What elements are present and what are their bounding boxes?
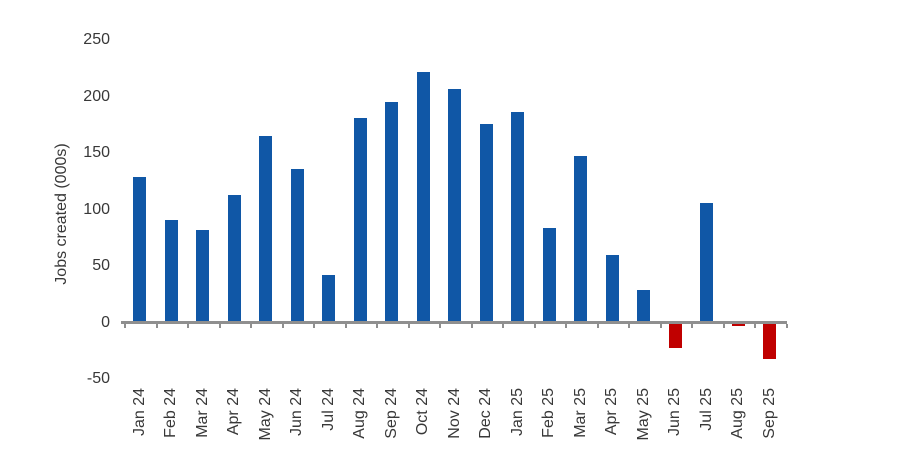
x-axis-tick bbox=[470, 323, 473, 328]
bar-jan-24 bbox=[133, 176, 147, 323]
x-tick-label: Feb 24 bbox=[162, 388, 180, 438]
bar-jan-25 bbox=[511, 112, 525, 323]
x-axis-tick bbox=[691, 323, 693, 328]
x-axis-tick bbox=[596, 323, 599, 328]
x-axis-tick bbox=[187, 323, 189, 328]
x-tick-label: Oct 24 bbox=[414, 388, 432, 436]
bar-may-25 bbox=[637, 289, 651, 323]
bar-jul-24 bbox=[322, 275, 336, 323]
bar-feb-24 bbox=[164, 219, 178, 323]
y-tick-label: 100 bbox=[83, 200, 110, 218]
bar-mar-24 bbox=[196, 229, 210, 323]
x-axis-line bbox=[121, 321, 787, 324]
x-axis-tick bbox=[124, 323, 126, 328]
x-axis-tick bbox=[502, 323, 504, 328]
y-tick-label: 250 bbox=[83, 31, 110, 48]
x-tick-label: May 25 bbox=[634, 388, 652, 441]
x-axis-tick bbox=[313, 323, 315, 328]
x-axis-tick bbox=[785, 323, 788, 328]
x-axis-tick bbox=[376, 323, 378, 328]
x-tick-label: Jan 25 bbox=[508, 388, 526, 437]
x-tick-label: Jan 24 bbox=[130, 388, 148, 437]
x-tick-label: Sep 24 bbox=[382, 388, 400, 439]
bar-sep-24 bbox=[385, 102, 399, 323]
x-tick-label: Apr 24 bbox=[225, 388, 243, 436]
bar-jul-25 bbox=[700, 202, 714, 323]
x-axis-tick bbox=[281, 323, 284, 328]
bar-aug-25 bbox=[731, 322, 745, 326]
x-tick-label: Dec 24 bbox=[477, 388, 495, 439]
x-axis-tick bbox=[439, 323, 441, 328]
x-axis-tick bbox=[407, 323, 410, 328]
x-tick-label: Jul 24 bbox=[319, 388, 337, 431]
x-axis-tick bbox=[344, 323, 347, 328]
bar-aug-24 bbox=[353, 117, 367, 323]
y-tick-label: 50 bbox=[92, 257, 110, 274]
x-tick-label: Jun 25 bbox=[666, 388, 684, 437]
x-axis-tick bbox=[565, 323, 567, 328]
x-axis-tick bbox=[722, 323, 725, 328]
x-axis-tick bbox=[659, 323, 662, 328]
x-tick-label: Sep 25 bbox=[760, 388, 778, 439]
x-tick-label: Mar 24 bbox=[193, 388, 211, 438]
x-axis-tick bbox=[628, 323, 630, 328]
x-tick-label: Nov 24 bbox=[445, 388, 463, 439]
y-tick-label: 200 bbox=[83, 87, 110, 105]
y-tick-label: 150 bbox=[83, 144, 110, 161]
x-tick-label: Aug 24 bbox=[351, 388, 369, 439]
bar-jun-24 bbox=[290, 168, 304, 323]
x-tick-label: May 24 bbox=[256, 388, 274, 441]
x-tick-label: Jul 25 bbox=[697, 388, 715, 431]
x-axis-tick bbox=[754, 323, 756, 328]
bar-mar-25 bbox=[574, 156, 588, 323]
x-axis-tick bbox=[250, 323, 252, 328]
bar-apr-25 bbox=[605, 254, 619, 323]
bar-nov-24 bbox=[448, 88, 462, 323]
bar-oct-24 bbox=[416, 71, 430, 323]
bar-feb-25 bbox=[542, 227, 556, 323]
x-tick-label: Apr 25 bbox=[603, 388, 621, 436]
bar-apr-24 bbox=[227, 194, 241, 323]
x-axis-tick bbox=[533, 323, 536, 328]
x-axis-tick bbox=[155, 323, 158, 328]
x-tick-label: Aug 25 bbox=[729, 388, 747, 439]
x-axis-tick bbox=[218, 323, 221, 328]
x-tick-label: Feb 25 bbox=[540, 388, 558, 438]
bar-dec-24 bbox=[479, 123, 493, 323]
bar-jun-25 bbox=[668, 322, 682, 349]
bar-sep-25 bbox=[763, 322, 777, 359]
y-tick-label: 0 bbox=[101, 313, 110, 331]
x-tick-label: Jun 24 bbox=[288, 388, 306, 437]
bar-may-24 bbox=[259, 136, 273, 323]
y-tick-label: -50 bbox=[86, 370, 110, 387]
x-tick-label: Mar 25 bbox=[571, 388, 589, 438]
